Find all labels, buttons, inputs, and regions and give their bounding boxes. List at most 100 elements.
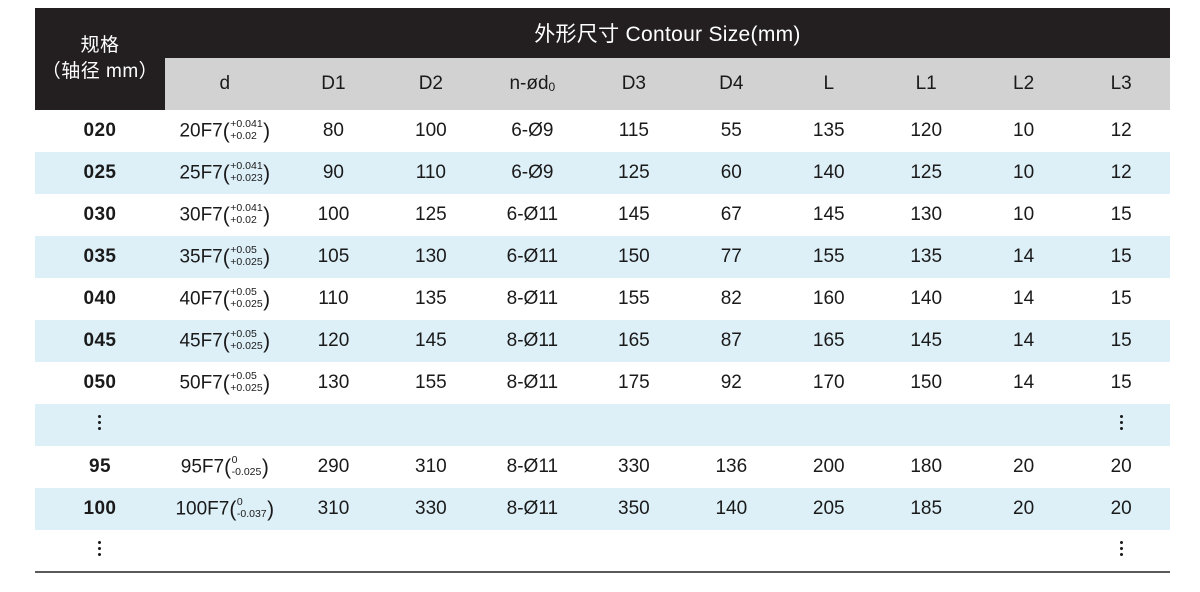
cell-d1: 100 <box>284 194 383 236</box>
cell-d4: 55 <box>682 110 781 152</box>
table-row-ellipsis <box>35 530 1170 572</box>
cell-l2: 20 <box>974 488 1073 530</box>
tolerance-lower: +0.025 <box>230 339 263 352</box>
cell-l3: 15 <box>1072 362 1170 404</box>
cell-spec: 035 <box>35 236 165 278</box>
cell-l1: 140 <box>877 278 975 320</box>
column-header-l2: L2 <box>974 58 1073 110</box>
cell-l: 165 <box>780 320 878 362</box>
cell-d2: 100 <box>382 110 480 152</box>
vertical-ellipsis-icon <box>98 536 102 561</box>
cell-l1: 145 <box>877 320 975 362</box>
tolerance-lower: +0.025 <box>230 255 263 268</box>
tolerance-base: 40F7 <box>179 288 223 310</box>
cell-empty <box>780 404 878 446</box>
tolerance-paren-open: ( <box>222 119 230 143</box>
cell-l1: 180 <box>877 446 975 488</box>
tolerance-base: 100F7 <box>175 498 230 520</box>
table-body: 020 20F7(+0.041 +0.02) 80 100 6-Ø9 115 55 135 120… <box>35 110 1170 572</box>
tolerance-upper: +0.05 <box>230 244 257 257</box>
cell-d4: 67 <box>682 194 781 236</box>
tolerance-paren-close: ) <box>263 245 271 269</box>
table-row: 045 45F7(+0.05 +0.025) 120 145 8-Ø11 165 87 165 1… <box>35 320 1170 362</box>
cell-empty <box>974 530 1073 572</box>
cell-l: 205 <box>780 488 878 530</box>
cell-d1: 80 <box>284 110 383 152</box>
tolerance-base: 45F7 <box>179 330 223 352</box>
cell-l1: 120 <box>877 110 975 152</box>
cell-spec: 030 <box>35 194 165 236</box>
cell-d4: 87 <box>682 320 781 362</box>
tolerance-paren-open: ( <box>222 161 230 185</box>
tolerance-paren-close: ) <box>263 119 271 143</box>
column-header-l: L <box>780 58 878 110</box>
cell-ndo: 8-Ø11 <box>479 446 586 488</box>
cell-d3: 115 <box>585 110 683 152</box>
tolerance-stack: 0 -0.025 <box>232 454 262 478</box>
tolerance-upper: +0.041 <box>230 118 263 131</box>
cell-empty <box>682 530 781 572</box>
tolerance-stack: +0.05 +0.025 <box>230 328 263 352</box>
table-row: 025 25F7(+0.041 +0.023) 90 110 6-Ø9 125 60 140 12… <box>35 152 1170 194</box>
tolerance-paren-open: ( <box>222 203 230 227</box>
cell-d1: 105 <box>284 236 383 278</box>
cell-d3: 330 <box>585 446 683 488</box>
tolerance-lower: +0.02 <box>230 213 257 226</box>
tolerance-upper: 0 <box>236 496 243 509</box>
cell-empty <box>682 404 781 446</box>
tolerance-paren-close: ) <box>263 287 271 311</box>
cell-d3: 155 <box>585 278 683 320</box>
tolerance-stack: +0.05 +0.025 <box>230 370 262 394</box>
tolerance-paren-open: ( <box>222 245 230 269</box>
cell-d3: 150 <box>585 236 683 278</box>
column-header-n-d: n-ød0 <box>479 58 586 110</box>
cell-l3-ellipsis <box>1072 530 1170 572</box>
tolerance-notation: 100F7(0 -0.037) <box>175 496 274 521</box>
cell-d4: 140 <box>682 488 781 530</box>
cell-empty <box>164 530 285 572</box>
cell-empty <box>479 530 586 572</box>
column-header-l3: L3 <box>1072 58 1170 110</box>
cell-l: 135 <box>780 110 878 152</box>
tolerance-lower: +0.02 <box>230 129 257 142</box>
vertical-ellipsis-icon <box>1119 536 1123 561</box>
tolerance-upper: +0.05 <box>230 370 257 383</box>
column-header-d4: D4 <box>682 58 781 110</box>
tolerance-stack: +0.041 +0.023 <box>230 160 263 184</box>
cell-l: 145 <box>780 194 878 236</box>
cell-d2: 125 <box>382 194 480 236</box>
cell-l2: 10 <box>974 194 1073 236</box>
tolerance-paren-close: ) <box>263 203 271 227</box>
cell-d1: 310 <box>284 488 383 530</box>
cell-d2: 330 <box>382 488 480 530</box>
column-header-d3: D3 <box>585 58 683 110</box>
tolerance-notation: 40F7(+0.05 +0.025) <box>179 286 271 311</box>
cell-spec: 050 <box>35 362 165 404</box>
cell-empty <box>479 404 586 446</box>
cell-d4: 136 <box>682 446 781 488</box>
cell-spec: 100 <box>35 488 165 530</box>
tolerance-stack: +0.041 +0.02 <box>230 202 262 226</box>
table-row: 050 50F7(+0.05 +0.025) 130 155 8-Ø11 175 92 170 1… <box>35 362 1170 404</box>
vertical-ellipsis-icon <box>98 410 102 435</box>
cell-l2: 14 <box>974 362 1073 404</box>
table-row: 030 30F7(+0.041 +0.02) 100 125 6-Ø11 145 67 145 1… <box>35 194 1170 236</box>
tolerance-stack: +0.041 +0.02 <box>230 118 263 142</box>
cell-l: 170 <box>780 362 878 404</box>
cell-d1: 120 <box>284 320 383 362</box>
cell-l2: 14 <box>974 278 1073 320</box>
tolerance-base: 25F7 <box>179 162 223 184</box>
cell-d3: 175 <box>585 362 683 404</box>
header-spec-line2: （轴径 mm） <box>41 61 159 82</box>
column-header-d2: D2 <box>382 58 480 110</box>
tolerance-base: 20F7 <box>179 120 223 142</box>
table-header: 规格 （轴径 mm） 外形尺寸 Contour Size(mm) d D1 D2 n-… <box>35 8 1170 110</box>
cell-d: 30F7(+0.041 +0.02) <box>164 194 285 236</box>
tolerance-paren-close: ) <box>263 329 271 353</box>
tolerance-lower: +0.023 <box>230 171 263 184</box>
cell-l2: 10 <box>974 152 1073 194</box>
cell-l3: 15 <box>1072 320 1170 362</box>
cell-d: 20F7(+0.041 +0.02) <box>164 110 285 152</box>
tolerance-paren-open: ( <box>222 287 230 311</box>
